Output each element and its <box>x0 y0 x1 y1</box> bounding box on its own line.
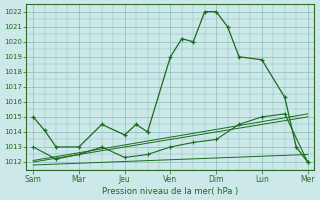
X-axis label: Pression niveau de la mer( hPa ): Pression niveau de la mer( hPa ) <box>102 187 238 196</box>
